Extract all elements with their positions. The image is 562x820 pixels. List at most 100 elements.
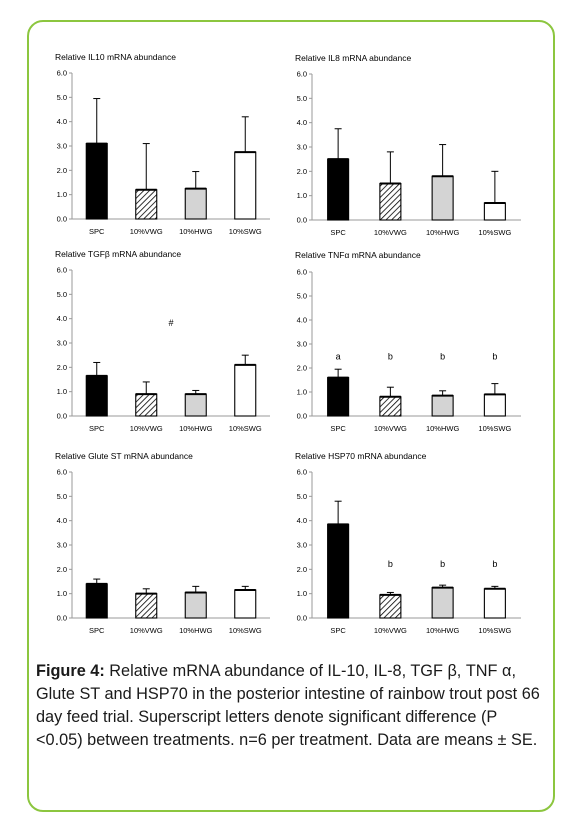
chart-title: Relative Glute ST mRNA abundance — [55, 451, 193, 461]
x-category-label: 10%VWG — [130, 227, 163, 236]
y-tick-label: 1.0 — [57, 387, 67, 396]
bar — [327, 523, 350, 619]
x-category-label: 10%SWG — [478, 424, 511, 433]
x-category-label: 10%SWG — [478, 626, 511, 635]
y-tick-label: 6.0 — [297, 468, 307, 477]
y-tick-label: 1.0 — [57, 589, 67, 598]
y-tick-label: 0.0 — [297, 412, 307, 421]
chart-3: Relative TGFβ mRNA abundance 0.0 1.0 2.0 3.0… — [55, 249, 270, 433]
y-tick-label: 1.0 — [297, 589, 307, 598]
chart-6: Relative HSP70 mRNA abundance 0.0 1.0 2.0 3.… — [295, 451, 521, 635]
y-tick-label: 6.0 — [297, 70, 307, 79]
caption-label: Figure 4: — [36, 662, 105, 680]
significance-label: b — [440, 352, 445, 362]
bar — [483, 202, 506, 221]
significance-label: b — [492, 559, 497, 569]
y-tick-label: 3.0 — [297, 541, 307, 550]
y-tick-label: 4.0 — [57, 516, 67, 525]
x-category-label: 10%HWG — [426, 626, 460, 635]
y-tick-label: 3.0 — [297, 143, 307, 152]
chart-4: Relative TNFα mRNA abundance 0.0 1.0 2.0 3.0… — [295, 250, 521, 433]
bar — [234, 364, 257, 417]
chart-title: Relative TGFβ mRNA abundance — [55, 249, 181, 259]
chart-title: Relative IL8 mRNA abundance — [295, 53, 412, 63]
y-tick-label: 5.0 — [57, 492, 67, 501]
y-tick-label: 1.0 — [297, 191, 307, 200]
y-tick-label: 3.0 — [57, 541, 67, 550]
y-tick-label: 1.0 — [57, 190, 67, 199]
y-tick-label: 5.0 — [297, 94, 307, 103]
y-tick-label: 6.0 — [57, 266, 67, 275]
chart-title: Relative HSP70 mRNA abundance — [295, 451, 427, 461]
significance-label: b — [388, 352, 393, 362]
bar — [234, 589, 257, 619]
y-tick-label: 3.0 — [57, 339, 67, 348]
significance-label: b — [492, 352, 497, 362]
bar — [85, 375, 108, 417]
x-category-label: 10%VWG — [374, 228, 407, 237]
chart-1: Relative IL10 mRNA abundance 0.0 1.0 2.0 3.0… — [55, 52, 270, 236]
bar — [379, 182, 402, 221]
y-tick-label: 5.0 — [57, 290, 67, 299]
y-tick-label: 2.0 — [57, 565, 67, 574]
y-tick-label: 2.0 — [297, 364, 307, 373]
y-tick-label: 6.0 — [57, 468, 67, 477]
y-tick-label: 2.0 — [57, 363, 67, 372]
y-tick-label: 3.0 — [297, 340, 307, 349]
significance-label: # — [168, 318, 173, 328]
x-category-label: SPC — [330, 424, 346, 433]
x-category-label: 10%SWG — [229, 626, 262, 635]
chart-title: Relative IL10 mRNA abundance — [55, 52, 176, 62]
x-category-label: 10%HWG — [179, 626, 213, 635]
chart-title: Relative TNFα mRNA abundance — [295, 250, 421, 260]
x-category-label: 10%SWG — [478, 228, 511, 237]
x-category-label: 10%HWG — [179, 424, 213, 433]
significance-label: b — [388, 559, 393, 569]
bar — [327, 377, 350, 417]
x-category-label: 10%HWG — [426, 424, 460, 433]
bar — [85, 583, 108, 619]
y-tick-label: 0.0 — [57, 215, 67, 224]
x-category-label: SPC — [89, 424, 105, 433]
figure-caption: Figure 4: Relative mRNA abundance of IL-… — [36, 660, 548, 752]
x-category-label: 10%SWG — [229, 227, 262, 236]
y-tick-label: 1.0 — [297, 388, 307, 397]
bar — [135, 593, 158, 619]
bar — [85, 143, 108, 220]
bar — [135, 189, 158, 220]
y-tick-label: 5.0 — [57, 93, 67, 102]
chart-5: Relative Glute ST mRNA abundance 0.0 1.0 2.… — [55, 451, 270, 635]
x-category-label: 10%SWG — [229, 424, 262, 433]
y-tick-label: 4.0 — [297, 516, 307, 525]
bar — [135, 393, 158, 417]
x-category-label: 10%HWG — [426, 228, 460, 237]
significance-label: a — [336, 559, 341, 569]
x-category-label: SPC — [89, 227, 105, 236]
y-tick-label: 3.0 — [57, 142, 67, 151]
y-tick-label: 4.0 — [57, 117, 67, 126]
y-tick-label: 4.0 — [297, 316, 307, 325]
y-tick-label: 2.0 — [57, 166, 67, 175]
y-tick-label: 0.0 — [297, 614, 307, 623]
x-category-label: 10%VWG — [374, 626, 407, 635]
y-tick-label: 6.0 — [57, 69, 67, 78]
significance-label: b — [440, 559, 445, 569]
significance-label: a — [336, 352, 341, 362]
bar — [327, 158, 350, 221]
x-category-label: SPC — [330, 228, 346, 237]
y-tick-label: 5.0 — [297, 492, 307, 501]
y-tick-label: 4.0 — [57, 314, 67, 323]
bar — [431, 587, 454, 619]
y-tick-label: 0.0 — [297, 216, 307, 225]
bar — [234, 151, 257, 220]
y-tick-label: 5.0 — [297, 292, 307, 301]
x-category-label: 10%VWG — [130, 626, 163, 635]
y-tick-label: 0.0 — [57, 412, 67, 421]
y-tick-label: 4.0 — [297, 118, 307, 127]
y-tick-label: 2.0 — [297, 565, 307, 574]
x-category-label: 10%VWG — [374, 424, 407, 433]
bar — [483, 588, 506, 619]
caption-text: Relative mRNA abundance of IL-10, IL-8, … — [36, 662, 540, 749]
bar — [483, 393, 506, 417]
bar — [379, 396, 402, 417]
